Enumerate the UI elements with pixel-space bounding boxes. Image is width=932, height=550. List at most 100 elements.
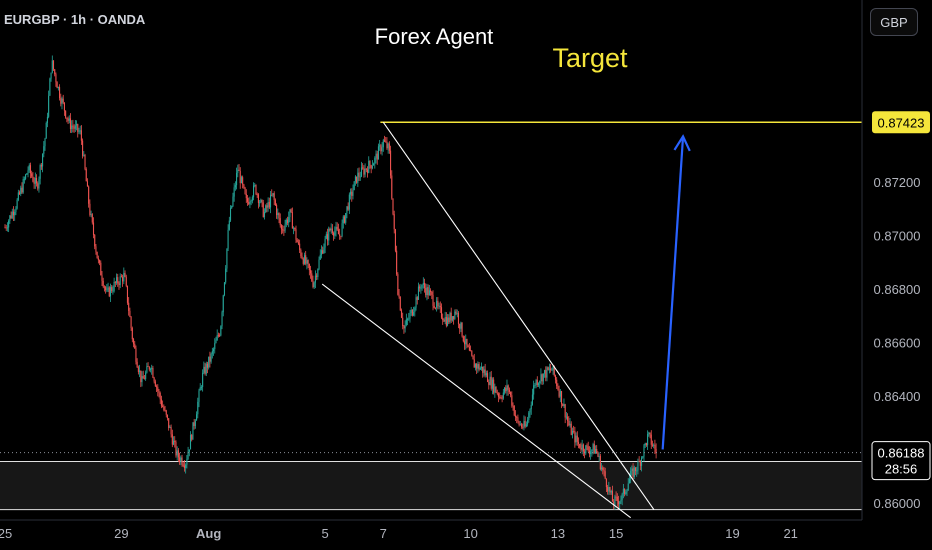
candle-body [586, 445, 588, 447]
candle-body [350, 191, 352, 195]
candle-body [377, 146, 379, 160]
candle-body [638, 461, 640, 462]
candle-body [483, 369, 485, 373]
candle-body [581, 444, 583, 450]
candle-body [563, 404, 565, 407]
candle-body [120, 276, 122, 278]
candle-body [285, 219, 287, 225]
candle-body [290, 209, 292, 213]
candle-body [598, 455, 600, 457]
candle-body [449, 312, 451, 323]
candle-body [268, 202, 270, 208]
candle-body [431, 291, 433, 295]
candle-body [253, 185, 255, 198]
candle-body [267, 202, 269, 208]
candle-body [497, 393, 500, 397]
candle-body [197, 401, 199, 415]
candle-body [248, 201, 250, 205]
candle-body [466, 338, 468, 346]
candle-body [228, 220, 230, 230]
candle-body [653, 444, 655, 446]
candle-body [313, 282, 315, 288]
candle-body [397, 274, 399, 295]
candle-body [556, 379, 558, 387]
candle-body [84, 154, 86, 170]
target-price-badge [872, 111, 930, 134]
candle-body [179, 457, 181, 462]
candle-body [82, 140, 84, 156]
candle-body [484, 369, 486, 376]
candle-body [160, 399, 162, 406]
candle-body [387, 143, 389, 149]
candle-body [259, 202, 261, 204]
candle-body [459, 323, 461, 329]
candle-body [353, 181, 355, 191]
candle-body [356, 176, 358, 183]
candle-body [425, 287, 427, 296]
candle-body [414, 307, 416, 313]
candle-body [22, 179, 24, 193]
candle-body [616, 496, 618, 501]
candle-body [530, 404, 532, 410]
candle-body [624, 488, 626, 494]
candle-body [592, 444, 594, 450]
candle-body [10, 215, 12, 219]
candle-body [599, 455, 601, 470]
candle-body [499, 396, 501, 398]
candle-body [335, 226, 337, 232]
candle-body [343, 216, 346, 223]
candle-body [101, 275, 103, 281]
candle-body [71, 125, 73, 129]
candle-body [46, 116, 48, 123]
drawings [0, 121, 862, 519]
candle-body [289, 209, 291, 218]
candle-body [265, 205, 267, 213]
currency-button[interactable]: GBP [870, 8, 918, 36]
time-tick-label: 13 [551, 526, 565, 541]
candle-body [409, 313, 411, 319]
candle-body [28, 165, 30, 171]
candle-body [508, 389, 510, 392]
candle-body [415, 297, 417, 308]
candle-body [128, 302, 130, 311]
candle-body [100, 262, 102, 276]
candle-body [215, 340, 217, 344]
candle-body [301, 256, 303, 259]
candle-body [447, 317, 449, 326]
candle-body [324, 238, 326, 248]
candle-body [364, 168, 366, 175]
candle-body [15, 208, 17, 212]
candle-body [514, 415, 517, 417]
candle-body [557, 386, 559, 390]
candle-body [276, 205, 278, 216]
candle-body [574, 431, 576, 443]
candle-body [293, 227, 295, 229]
candle-body [243, 184, 245, 188]
candle-body [585, 445, 587, 454]
candle-body [491, 379, 493, 389]
candle-body [132, 339, 135, 344]
author-label: Forex Agent [375, 24, 494, 49]
candle-body [632, 468, 634, 478]
candle-body [19, 192, 21, 195]
candle-body [254, 184, 256, 186]
candle-body [505, 387, 507, 392]
candle-body [480, 366, 483, 369]
candle-body [69, 118, 72, 129]
candle-body [580, 447, 582, 450]
candle-body [573, 431, 575, 432]
candle-body [296, 239, 298, 243]
candle-body [440, 307, 443, 318]
candle-body [236, 172, 238, 186]
candle-body [642, 456, 644, 458]
candle-body [345, 213, 347, 223]
candle-body [326, 234, 329, 241]
candle-body [627, 483, 629, 491]
candle-body [256, 194, 258, 195]
candle-body [192, 422, 194, 440]
candle-body [180, 457, 182, 462]
candle-body [286, 219, 289, 223]
candle-body [102, 280, 104, 287]
candle-body [383, 140, 386, 142]
